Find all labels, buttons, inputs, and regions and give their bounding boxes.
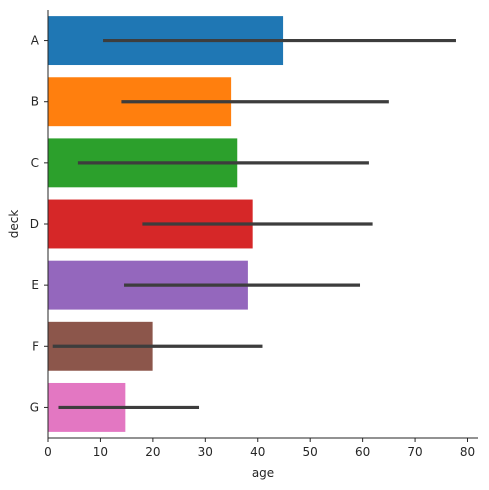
x-tick-label-80: 80: [460, 445, 475, 459]
y-tick-label-C: C: [31, 156, 39, 170]
x-tick-label-50: 50: [303, 445, 318, 459]
x-axis-label: age: [252, 466, 274, 480]
y-tick-label-B: B: [31, 95, 39, 109]
y-tick-label-A: A: [31, 34, 40, 48]
x-tick-label-20: 20: [145, 445, 160, 459]
x-tick-label-40: 40: [250, 445, 265, 459]
x-ticks-group: 0 10 20 30 40 50 60 70 80: [44, 438, 475, 459]
x-tick-label-30: 30: [198, 445, 213, 459]
errorbars-group: [52, 38, 456, 410]
y-tick-label-D: D: [30, 217, 39, 231]
y-axis-label: deck: [7, 210, 21, 239]
x-tick-label-10: 10: [93, 445, 108, 459]
y-ticks-group: A B C D E F G: [30, 34, 48, 414]
y-tick-label-G: G: [30, 400, 39, 414]
x-tick-label-60: 60: [355, 445, 370, 459]
y-tick-label-F: F: [32, 339, 39, 353]
y-tick-label-E: E: [31, 278, 39, 292]
x-tick-label-0: 0: [44, 445, 52, 459]
x-tick-label-70: 70: [407, 445, 422, 459]
